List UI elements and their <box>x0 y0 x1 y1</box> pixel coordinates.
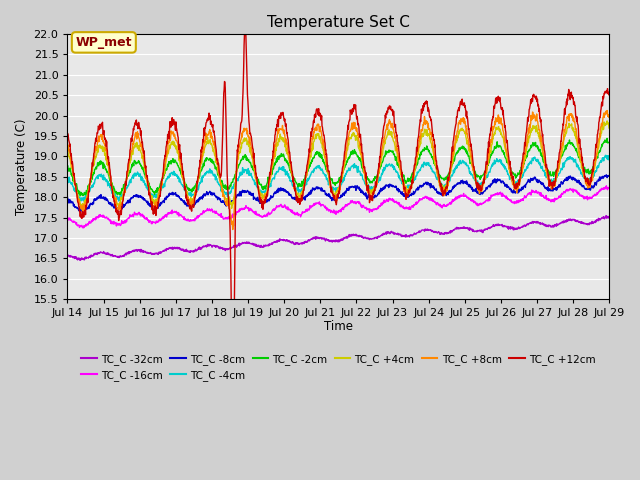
TC_C -4cm <box>423 160 431 166</box>
Line: TC_C +4cm: TC_C +4cm <box>67 121 609 208</box>
TC_C -8cm <box>63 194 71 200</box>
TC_C -2cm <box>493 143 501 148</box>
TC_C +12cm <box>246 122 253 128</box>
TC_C +12cm <box>605 92 613 98</box>
TC_C -2cm <box>423 143 431 149</box>
TC_C +8cm <box>605 112 613 118</box>
TC_C -4cm <box>172 172 179 178</box>
TC_C -8cm <box>76 209 84 215</box>
TC_C +12cm <box>63 130 71 136</box>
TC_C +12cm <box>229 410 237 416</box>
Line: TC_C +8cm: TC_C +8cm <box>67 110 609 229</box>
TC_C -8cm <box>605 172 613 178</box>
TC_C -8cm <box>423 180 431 186</box>
TC_C -16cm <box>605 185 613 191</box>
TC_C -32cm <box>63 252 71 257</box>
TC_C -16cm <box>493 190 501 196</box>
TC_C +12cm <box>423 99 431 105</box>
Line: TC_C -16cm: TC_C -16cm <box>67 186 609 228</box>
Title: Temperature Set C: Temperature Set C <box>267 15 410 30</box>
TC_C -16cm <box>423 194 431 200</box>
TC_C -2cm <box>63 163 71 168</box>
TC_C +4cm <box>184 198 192 204</box>
TC_C -16cm <box>80 225 88 231</box>
Line: TC_C -4cm: TC_C -4cm <box>67 155 609 201</box>
TC_C +8cm <box>184 194 192 200</box>
TC_C -4cm <box>541 170 549 176</box>
TC_C -4cm <box>493 157 501 163</box>
TC_C -2cm <box>604 135 611 141</box>
TC_C +8cm <box>493 115 501 120</box>
TC_C +8cm <box>229 227 237 232</box>
TC_C -4cm <box>245 172 253 178</box>
TC_C -16cm <box>184 217 192 223</box>
TC_C +8cm <box>423 120 431 125</box>
TC_C -32cm <box>605 215 613 221</box>
TC_C +8cm <box>604 108 611 113</box>
TC_C +8cm <box>63 142 71 148</box>
TC_C -2cm <box>184 186 192 192</box>
TC_C -32cm <box>184 248 192 254</box>
TC_C -8cm <box>245 189 253 195</box>
TC_C -16cm <box>245 208 253 214</box>
TC_C +4cm <box>228 205 236 211</box>
TC_C -16cm <box>172 209 179 215</box>
TC_C +4cm <box>604 118 611 124</box>
TC_C -4cm <box>605 155 613 161</box>
TC_C +8cm <box>541 163 549 168</box>
TC_C +4cm <box>541 163 549 168</box>
Legend: TC_C -32cm, TC_C -16cm, TC_C -8cm, TC_C -4cm, TC_C -2cm, TC_C +4cm, TC_C +8cm, T: TC_C -32cm, TC_C -16cm, TC_C -8cm, TC_C … <box>77 349 600 385</box>
X-axis label: Time: Time <box>324 320 353 333</box>
Text: WP_met: WP_met <box>76 36 132 49</box>
TC_C +4cm <box>171 142 179 148</box>
TC_C +4cm <box>493 126 501 132</box>
TC_C -16cm <box>602 183 610 189</box>
TC_C +12cm <box>241 15 249 21</box>
TC_C +4cm <box>423 127 431 132</box>
Y-axis label: Temperature (C): Temperature (C) <box>15 119 28 215</box>
TC_C +12cm <box>184 197 192 203</box>
Line: TC_C -2cm: TC_C -2cm <box>67 138 609 196</box>
TC_C -16cm <box>541 195 549 201</box>
TC_C -4cm <box>63 176 71 181</box>
TC_C -2cm <box>541 161 549 167</box>
TC_C -4cm <box>80 198 88 204</box>
TC_C +4cm <box>605 126 613 132</box>
TC_C -2cm <box>605 139 613 144</box>
TC_C -32cm <box>493 222 501 228</box>
TC_C -32cm <box>172 245 179 251</box>
TC_C +12cm <box>542 160 550 166</box>
TC_C -8cm <box>172 191 179 197</box>
TC_C -32cm <box>423 227 431 233</box>
TC_C +12cm <box>171 120 179 125</box>
TC_C -4cm <box>602 152 609 158</box>
TC_C +4cm <box>63 149 71 155</box>
TC_C -16cm <box>63 217 71 223</box>
TC_C -2cm <box>245 158 253 164</box>
Line: TC_C -8cm: TC_C -8cm <box>67 175 609 212</box>
TC_C -8cm <box>602 172 610 178</box>
TC_C -4cm <box>184 192 192 198</box>
TC_C -8cm <box>184 203 192 209</box>
TC_C -32cm <box>245 240 253 246</box>
TC_C +12cm <box>494 96 502 102</box>
TC_C -2cm <box>172 157 179 163</box>
TC_C +8cm <box>245 134 253 140</box>
Line: TC_C +12cm: TC_C +12cm <box>67 18 609 413</box>
Line: TC_C -32cm: TC_C -32cm <box>67 216 609 260</box>
TC_C -32cm <box>76 257 84 263</box>
TC_C -32cm <box>602 213 610 218</box>
TC_C -8cm <box>541 184 549 190</box>
TC_C +8cm <box>171 132 179 138</box>
TC_C -32cm <box>541 222 549 228</box>
TC_C -8cm <box>493 176 501 182</box>
TC_C -2cm <box>76 193 84 199</box>
TC_C +4cm <box>245 144 253 149</box>
